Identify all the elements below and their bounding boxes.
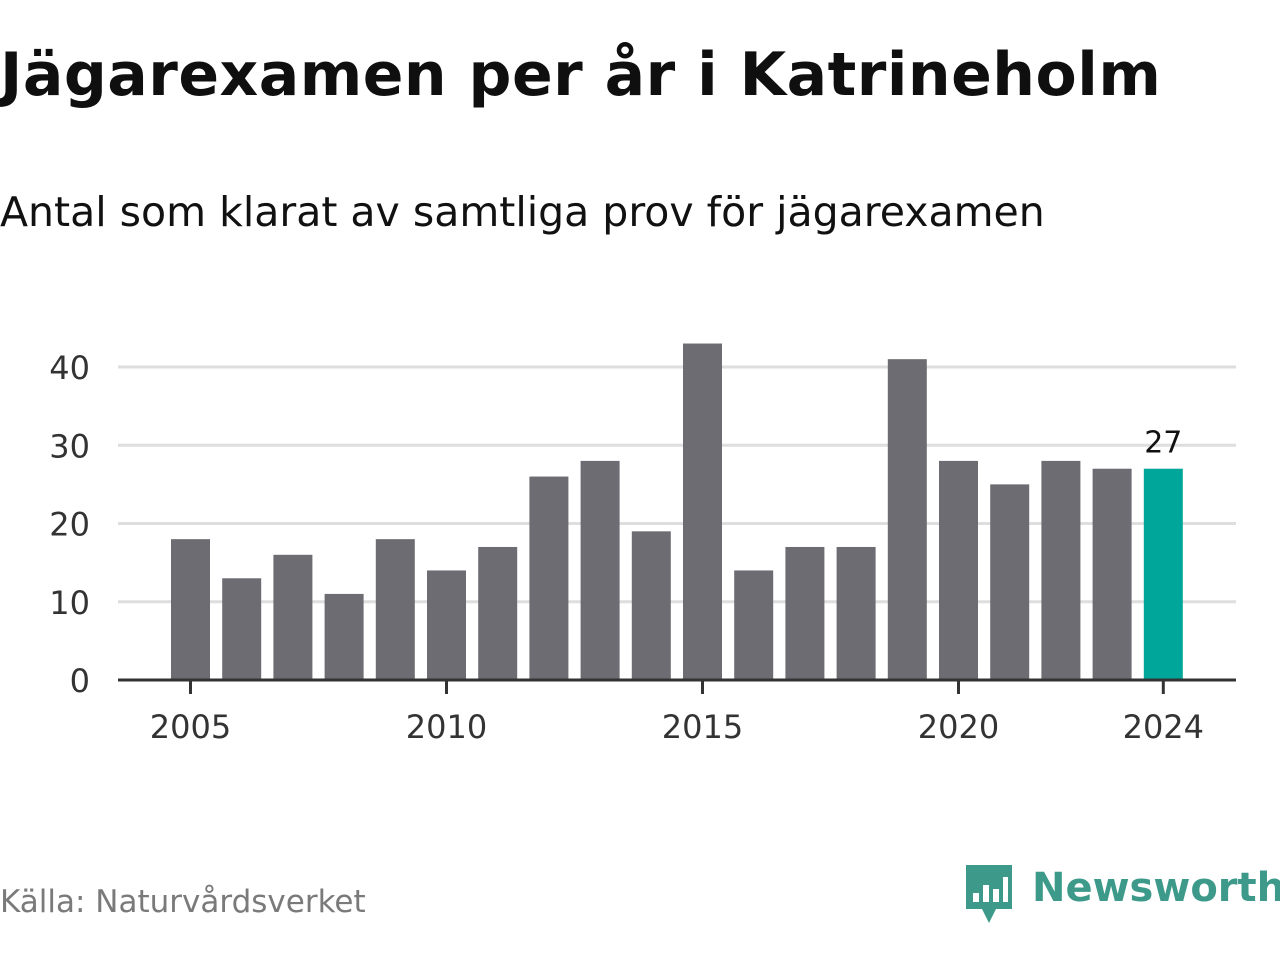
bar-2006 <box>222 578 262 680</box>
x-tick-label: 2005 <box>150 708 231 746</box>
bar-2022 <box>1041 460 1081 680</box>
brand-name: Newsworthy <box>1032 865 1280 911</box>
bar-2010 <box>427 570 466 680</box>
x-tick-label: 2020 <box>918 708 999 746</box>
bar-2018 <box>836 546 876 680</box>
bar-2008 <box>324 593 364 680</box>
bar-2011 <box>478 546 518 680</box>
bar-2013 <box>580 460 620 680</box>
bar-2012 <box>529 476 569 680</box>
data-label: 27 <box>1144 426 1182 461</box>
bar-2015 <box>683 343 722 680</box>
bar-2009 <box>375 539 415 680</box>
chart-title: Jägarexamen per år i Katrineholm <box>0 40 1162 110</box>
y-tick-label: 40 <box>49 349 90 387</box>
bar-2023 <box>1092 468 1132 680</box>
bar-2007 <box>273 554 313 680</box>
x-tick-label: 2015 <box>662 708 743 746</box>
bar-2005 <box>171 539 210 680</box>
bar-2014 <box>631 531 671 680</box>
bar-2017 <box>785 546 825 680</box>
bar-2020 <box>939 460 978 680</box>
chart-subtitle: Antal som klarat av samtliga prov för jä… <box>0 188 1045 236</box>
x-tick-label: 2010 <box>406 708 487 746</box>
bar-2021 <box>990 484 1030 680</box>
bar-2024 <box>1143 468 1183 680</box>
y-tick-label: 0 <box>70 662 90 700</box>
y-tick-label: 30 <box>49 427 90 465</box>
y-tick-label: 20 <box>49 506 90 544</box>
source-note: Källa: Naturvårdsverket <box>0 884 366 920</box>
y-tick-label: 10 <box>49 584 90 622</box>
bar-2019 <box>887 359 927 680</box>
bar-2016 <box>734 570 774 680</box>
brand-logo: Newsworthy <box>964 862 1280 926</box>
newsworthy-logo-icon <box>966 865 1012 923</box>
x-tick-label: 2024 <box>1123 708 1204 746</box>
